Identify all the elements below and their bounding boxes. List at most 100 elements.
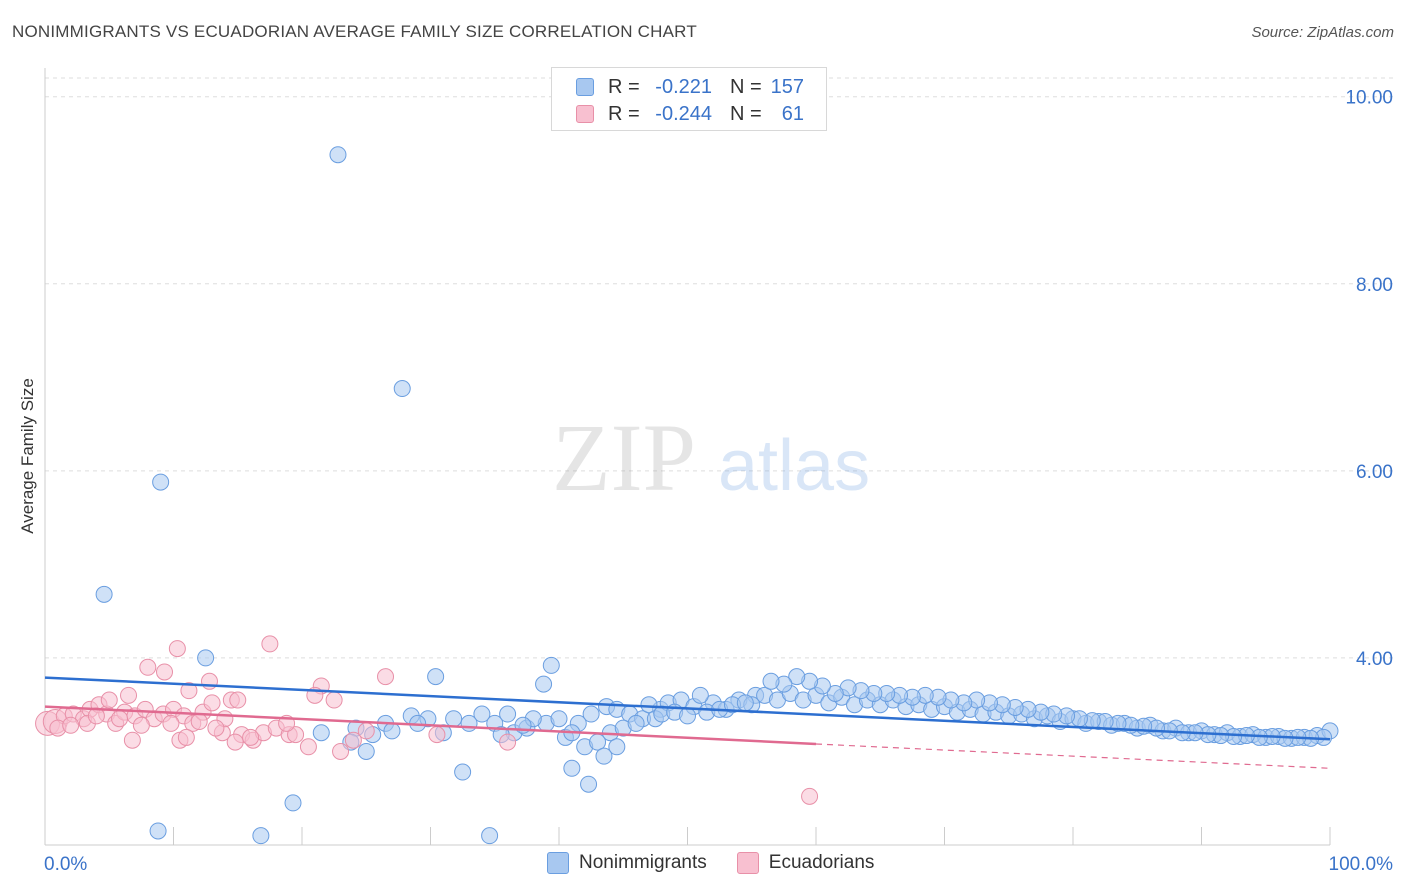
data-point [111, 710, 129, 728]
legend-r-label: R = [608, 75, 640, 98]
data-point [542, 656, 560, 674]
chart-source: Source: ZipAtlas.com [1251, 24, 1394, 41]
data-point [168, 640, 186, 658]
data-point [207, 719, 225, 737]
legend-row-ecuadorians: R = -0.244 N = 61 [576, 102, 804, 126]
data-point [95, 585, 113, 603]
data-point [190, 713, 208, 731]
data-point [252, 827, 270, 845]
data-point [149, 822, 167, 840]
x-tick-label: 100.0% [1329, 854, 1394, 875]
data-point [627, 714, 645, 732]
legend-label-ecuadorians: Ecuadorians [768, 852, 875, 873]
data-point [100, 691, 118, 709]
data-point [499, 733, 517, 751]
watermark-zip: ZIP [552, 404, 696, 511]
legend-r-value: -0.244 [655, 102, 712, 125]
data-point [595, 747, 613, 765]
data-point [180, 682, 198, 700]
trend-line-ecuadorians [44, 705, 817, 746]
data-point [139, 658, 157, 676]
data-point [801, 787, 819, 805]
chart-title: NONIMMIGRANTS VS ECUADORIAN AVERAGE FAMI… [12, 22, 697, 41]
data-point [826, 684, 844, 702]
data-point [329, 146, 347, 164]
data-point [762, 672, 780, 690]
legend-n-label: N = [730, 75, 762, 98]
data-point [226, 733, 244, 751]
data-point [344, 731, 362, 749]
legend-swatch-ecuadorians [576, 105, 594, 123]
legend-item-ecuadorians[interactable]: Ecuadorians [736, 852, 875, 874]
data-point [563, 759, 581, 777]
data-point [473, 705, 491, 723]
axes [44, 68, 1331, 846]
tick-labels: 4.00 6.00 8.00 10.00 0.0% 100.0% [44, 88, 1393, 875]
legend-n-label: N = [730, 102, 762, 125]
trend-line-nonimmigrants [44, 676, 1331, 741]
data-point [284, 794, 302, 812]
data-point [550, 710, 568, 728]
watermark: ZIP atlas [552, 404, 870, 511]
data-point [679, 707, 696, 725]
correlation-legend: R = -0.221 N = 157 R = -0.244 N = 61 [551, 67, 827, 131]
data-point [132, 716, 150, 734]
data-point [640, 696, 658, 714]
data-point [582, 705, 600, 723]
data-point [445, 710, 463, 728]
data-point [580, 775, 598, 793]
data-point [427, 668, 445, 686]
y-tick-label: 8.00 [1356, 275, 1393, 296]
data-point [357, 722, 375, 740]
data-point [535, 675, 553, 693]
y-tick-label: 10.00 [1345, 88, 1393, 109]
legend-swatch-ecuadorians [736, 852, 759, 874]
legend-swatch-nonimmigrants [576, 78, 594, 96]
data-point [123, 731, 141, 749]
data-point [299, 738, 317, 756]
legend-label-nonimmigrants: Nonimmigrants [579, 852, 707, 873]
trend-line-ecuadorians-extension [815, 743, 1331, 769]
legend-swatch-nonimmigrants [547, 852, 569, 874]
y-axis-label: Average Family Size [18, 378, 37, 534]
data-point [287, 726, 305, 744]
trend-lines [44, 676, 1331, 769]
data-point [312, 724, 330, 742]
data-point [325, 691, 343, 709]
series-legend: Nonimmigrants Ecuadorians [547, 852, 904, 874]
y-tick-label: 4.00 [1356, 649, 1393, 670]
legend-row-nonimmigrants: R = -0.221 N = 157 [576, 75, 804, 99]
data-point [162, 714, 180, 732]
watermark-atlas: atlas [718, 426, 870, 506]
data-point [261, 635, 279, 653]
data-point [377, 668, 395, 686]
data-point [428, 726, 446, 744]
y-tick-label: 6.00 [1356, 462, 1393, 483]
grid-lines [45, 77, 1395, 659]
x-tick-label: 0.0% [44, 854, 87, 875]
data-point [197, 649, 215, 667]
data-point [393, 380, 411, 398]
data-point [120, 686, 138, 704]
data-point [788, 668, 806, 686]
legend-n-value: 61 [781, 102, 804, 125]
data-point [203, 694, 221, 712]
data-point [229, 691, 247, 709]
data-point [242, 728, 260, 746]
data-point [499, 705, 517, 723]
data-point [608, 738, 626, 756]
data-point [454, 763, 472, 781]
legend-item-nonimmigrants[interactable]: Nonimmigrants [547, 852, 707, 874]
data-point [177, 728, 195, 746]
data-point [357, 742, 375, 760]
data-point [481, 827, 499, 845]
data-point [152, 473, 170, 491]
data-point [383, 722, 401, 740]
data-point [62, 716, 80, 734]
legend-n-value: 157 [770, 75, 804, 98]
data-point [691, 686, 709, 704]
data-point [156, 663, 174, 681]
legend-r-label: R = [608, 102, 640, 125]
data-point [332, 742, 350, 760]
